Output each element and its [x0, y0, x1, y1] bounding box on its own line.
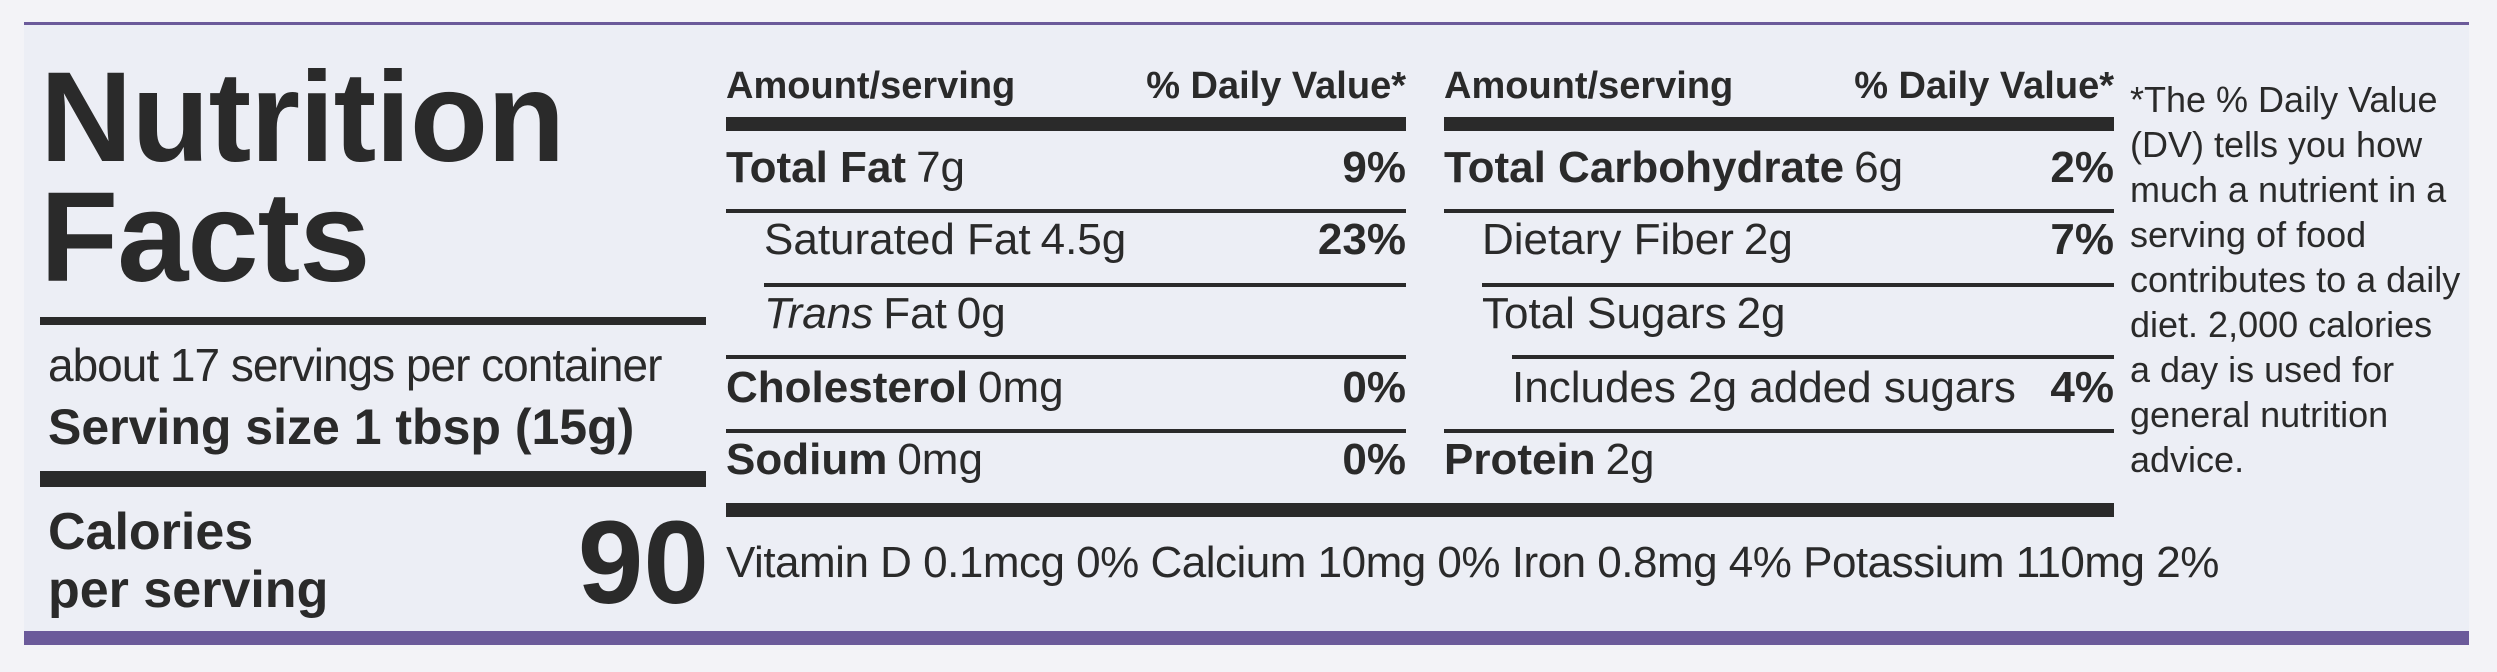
serving-size-value: 1 tbsp (15g): [353, 399, 635, 455]
col2-header: Amount/serving % Daily Value*: [1444, 65, 2114, 108]
footnote-line: general nutrition: [2130, 394, 2389, 435]
col2-row-rule: [1444, 209, 2114, 213]
bottom-thick-rule: [726, 503, 2114, 517]
col1-row-rule: [764, 283, 1406, 287]
col2-row-rule: [1512, 355, 2114, 359]
nutrient-amount: 6g: [1854, 143, 1904, 192]
nutrient-name: Saturated Fat: [764, 215, 1031, 264]
serving-size-label: Serving size: [48, 399, 340, 455]
col1-header-rule: [726, 117, 1406, 131]
nutrient-amount: 4.5g: [1040, 215, 1127, 264]
col2-row-dietary-fiber: Dietary Fiber 2g 7%: [1482, 215, 2114, 265]
footnote-line: diet. 2,000 calories: [2130, 304, 2433, 345]
nutrient-name: Cholesterol: [726, 363, 969, 412]
nutrient-name: Dietary Fiber: [1482, 215, 1734, 264]
nutrient-name: Total Sugars: [1482, 289, 1727, 338]
nutrient-dv: 23%: [1317, 215, 1406, 264]
col1-header: Amount/serving % Daily Value*: [726, 65, 1406, 108]
nutrient-name: Sodium: [726, 435, 888, 484]
col1-row-rule: [726, 429, 1406, 433]
calories-label-line1: Calories: [48, 503, 254, 561]
col2-header-amount: Amount/serving: [1444, 65, 1734, 107]
serving-size: Serving size 1 tbsp (15g): [48, 397, 634, 457]
nutrient-amount: 2g: [1605, 435, 1655, 484]
serving-rule: [40, 471, 706, 487]
nutrient-dv: 0%: [1342, 435, 1406, 484]
col2-header-rule: [1444, 117, 2114, 131]
nutrient-amount: 0mg: [978, 363, 1064, 412]
servings-per-container: about 17 servings per container: [48, 339, 662, 391]
col2-row-protein: Protein 2g: [1444, 435, 2114, 485]
col1-row-rule: [726, 355, 1406, 359]
col1-row-trans-fat: Trans Fat 0g: [764, 289, 1406, 339]
col1-row-cholesterol: Cholesterol 0mg 0%: [726, 363, 1406, 413]
nutrient-amount: 0mg: [897, 435, 983, 484]
footnote-line: *The % Daily Value: [2130, 79, 2438, 120]
col2-row-rule: [1482, 283, 2114, 287]
nutrient-name: Total Fat: [726, 143, 907, 192]
nutrient-name-italic: Trans: [764, 289, 874, 338]
title-rule: [40, 317, 706, 325]
col1-row-rule: [726, 209, 1406, 213]
col2-row-total-sugars: Total Sugars 2g: [1482, 289, 2114, 339]
footnote-line: contributes to a daily: [2130, 259, 2461, 300]
nutrient-name: Total Carbohydrate: [1444, 143, 1845, 192]
nutrient-name: Protein: [1444, 435, 1596, 484]
nutrient-name: Fat: [883, 289, 947, 338]
col1-row-sodium: Sodium 0mg 0%: [726, 435, 1406, 485]
col1-row-total-fat: Total Fat 7g 9%: [726, 143, 1406, 193]
nutrient-dv: 7%: [2050, 215, 2114, 264]
col2-row-added-sugars: Includes 2g added sugars 4%: [1512, 363, 2114, 413]
nutrient-amount: 2g: [1736, 289, 1786, 338]
micronutrients-line: Vitamin D 0.1mcg 0% Calcium 10mg 0% Iron…: [726, 538, 2219, 587]
nutrient-dv: 2%: [2050, 143, 2114, 192]
footnote-line: advice.: [2130, 439, 2245, 480]
col2-header-dv: % Daily Value*: [1854, 65, 2114, 107]
footnote-line: much a nutrient in a: [2130, 169, 2447, 210]
nutrient-name: Includes 2g added sugars: [1512, 363, 2016, 412]
col1-header-dv: % Daily Value*: [1146, 65, 1406, 107]
nutrient-amount: 0g: [956, 289, 1006, 338]
col1-header-amount: Amount/serving: [726, 65, 1016, 107]
calories-label-line2: per serving: [48, 561, 329, 619]
nutrient-amount: 2g: [1743, 215, 1793, 264]
calories-value: 90: [577, 497, 709, 629]
nutrient-amount: 7g: [916, 143, 966, 192]
nutrition-label: Nutrition Facts about 17 servings per co…: [24, 22, 2469, 645]
col1-row-saturated-fat: Saturated Fat 4.5g 23%: [764, 215, 1406, 265]
footnote-line: a day is used for: [2130, 349, 2395, 390]
nutrient-dv: 9%: [1342, 143, 1406, 192]
col2-row-total-carbohydrate: Total Carbohydrate 6g 2%: [1444, 143, 2114, 193]
nutrient-dv: 0%: [1342, 363, 1406, 412]
title-line2: Facts: [40, 166, 370, 309]
nutrient-dv: 4%: [2050, 363, 2114, 412]
footnote-line: (DV) tells you how: [2130, 124, 2423, 165]
footnote-line: serving of food: [2130, 214, 2367, 255]
dv-footnote: *The % Daily Value (DV) tells you how mu…: [2130, 77, 2460, 482]
title-line1: Nutrition: [40, 46, 565, 189]
col2-row-rule: [1444, 429, 2114, 433]
